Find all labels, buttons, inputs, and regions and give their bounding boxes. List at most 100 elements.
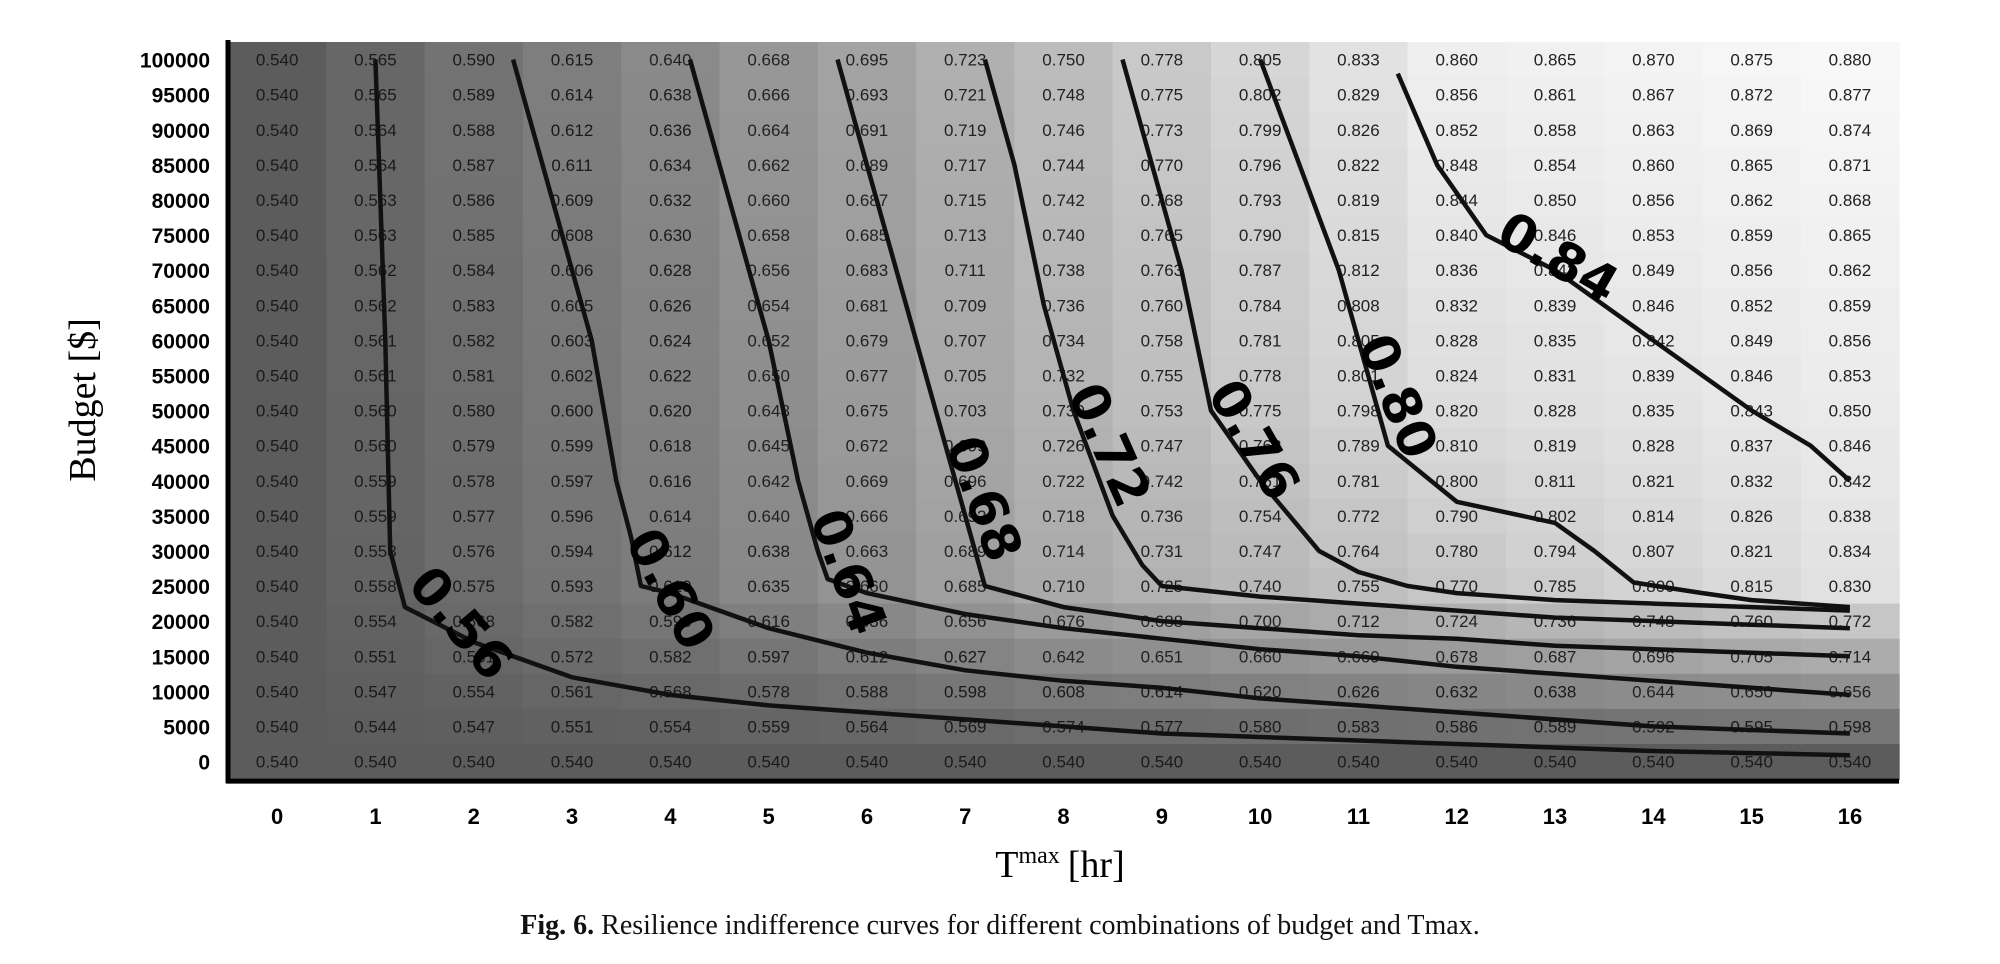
cell-value: 0.853 [1829, 366, 1872, 385]
caption-text: Resilience indifference curves for diffe… [601, 910, 1480, 941]
indifference-curve [373, 59, 1850, 758]
heatmap-cell [1800, 533, 1900, 570]
heatmap-cell [621, 744, 721, 780]
x-tick-label: 0 [271, 804, 283, 829]
cell-value: 0.656 [747, 261, 790, 280]
cell-value: 0.540 [256, 156, 299, 175]
heatmap-cell [916, 252, 1015, 289]
heatmap-cell [1800, 744, 1900, 780]
cell-value: 0.636 [846, 612, 889, 631]
cell-value: 0.750 [1042, 51, 1085, 70]
heatmap-cell [1800, 428, 1900, 464]
cell-value: 0.663 [846, 542, 889, 561]
cell-value: 0.848 [1435, 156, 1478, 175]
heatmap-cell [916, 147, 1015, 183]
heatmap-cell [1211, 357, 1310, 394]
heatmap-cell [1800, 287, 1900, 324]
indifference-curve [1258, 58, 1851, 610]
heatmap-cell [1407, 357, 1507, 394]
heatmap-cell [522, 673, 622, 710]
cell-value: 0.824 [1435, 366, 1478, 385]
cell-value: 0.563 [354, 191, 397, 210]
cell-value: 0.859 [1829, 296, 1872, 315]
heatmap-cell [1702, 147, 1802, 183]
cell-value: 0.540 [846, 753, 889, 772]
cell-value: 0.563 [354, 226, 397, 245]
y-tick-label: 95000 [152, 85, 210, 108]
heatmap-cell [424, 498, 524, 534]
x-tick-label: 10 [1248, 804, 1272, 829]
heatmap-cell [621, 673, 721, 710]
heatmap-cell [326, 252, 426, 289]
cell-value: 0.666 [747, 86, 790, 105]
y-tick-label: 85000 [152, 155, 210, 178]
heatmap-cell [719, 428, 819, 464]
heatmap-cell [522, 603, 622, 640]
cell-value: 0.540 [551, 753, 594, 772]
heatmap-cell [424, 322, 524, 359]
heatmap-cell [1800, 463, 1900, 499]
cell-value: 0.695 [846, 51, 889, 70]
heatmap-cell [1014, 42, 1114, 78]
heatmap-cell [1702, 533, 1802, 570]
heatmap-cell [1505, 77, 1605, 113]
cell-value: 0.710 [1042, 577, 1085, 596]
cell-value: 0.821 [1730, 542, 1773, 561]
heatmap-cell [1702, 42, 1802, 78]
heatmap-cell [1014, 744, 1114, 780]
heatmap-cell [424, 463, 524, 499]
heatmap-cell [1407, 533, 1507, 570]
heatmap-cell [1112, 463, 1212, 499]
cell-value: 0.540 [256, 647, 299, 666]
heatmap-cell [621, 463, 721, 499]
heatmap-cell [1702, 252, 1802, 289]
cell-value: 0.742 [1141, 472, 1184, 491]
figure-label: Fig. 6. [520, 910, 595, 941]
cell-value: 0.778 [1239, 366, 1282, 385]
cell-value: 0.540 [256, 612, 299, 631]
heatmap-cell [1112, 744, 1212, 780]
heatmap-cell [719, 568, 819, 605]
heatmap-cell [1112, 393, 1212, 429]
heatmap-cell [1604, 638, 1704, 675]
cell-value: 0.839 [1534, 296, 1577, 315]
cell-value: 0.564 [354, 156, 397, 175]
cell-value: 0.616 [649, 472, 692, 491]
heatmap-cell [1604, 77, 1704, 113]
cell-value: 0.723 [944, 51, 987, 70]
cell-value: 0.856 [1435, 86, 1478, 105]
x-tick-label: 14 [1641, 804, 1666, 829]
heatmap-cell [1505, 112, 1605, 148]
cell-value: 0.572 [551, 647, 594, 666]
heatmap-cell [817, 217, 917, 254]
cell-value: 0.608 [1042, 682, 1085, 701]
cell-value: 0.540 [1534, 753, 1577, 772]
y-tick-label: 80000 [152, 190, 210, 213]
cell-value: 0.578 [452, 472, 495, 491]
heatmap-cell [1505, 217, 1605, 254]
cell-value: 0.561 [354, 331, 397, 350]
heatmap-cell [228, 112, 327, 148]
cell-value: 0.679 [846, 331, 889, 350]
heatmap-cell [228, 533, 327, 570]
heatmap-cell [817, 463, 917, 499]
indifference-curve [687, 58, 1851, 698]
heatmap-cell [1407, 252, 1507, 289]
heatmap-cell [916, 322, 1015, 359]
heatmap-cell [1014, 533, 1114, 570]
cell-value: 0.564 [354, 121, 397, 140]
heatmap-cell [916, 287, 1015, 324]
heatmap-cell [817, 287, 917, 324]
heatmap-cell [424, 533, 524, 570]
heatmap-cell [1407, 182, 1507, 219]
cell-value: 0.747 [1239, 542, 1282, 561]
cell-value: 0.775 [1141, 86, 1184, 105]
cell-value: 0.632 [649, 191, 692, 210]
y-tick-label: 55000 [152, 365, 210, 388]
cell-value: 0.859 [1730, 226, 1773, 245]
heatmap-cell [817, 428, 917, 464]
x-tick-label: 2 [468, 804, 480, 829]
heatmap-cell [228, 463, 327, 499]
cell-value: 0.540 [256, 472, 299, 491]
heatmap-cell [1211, 182, 1310, 219]
